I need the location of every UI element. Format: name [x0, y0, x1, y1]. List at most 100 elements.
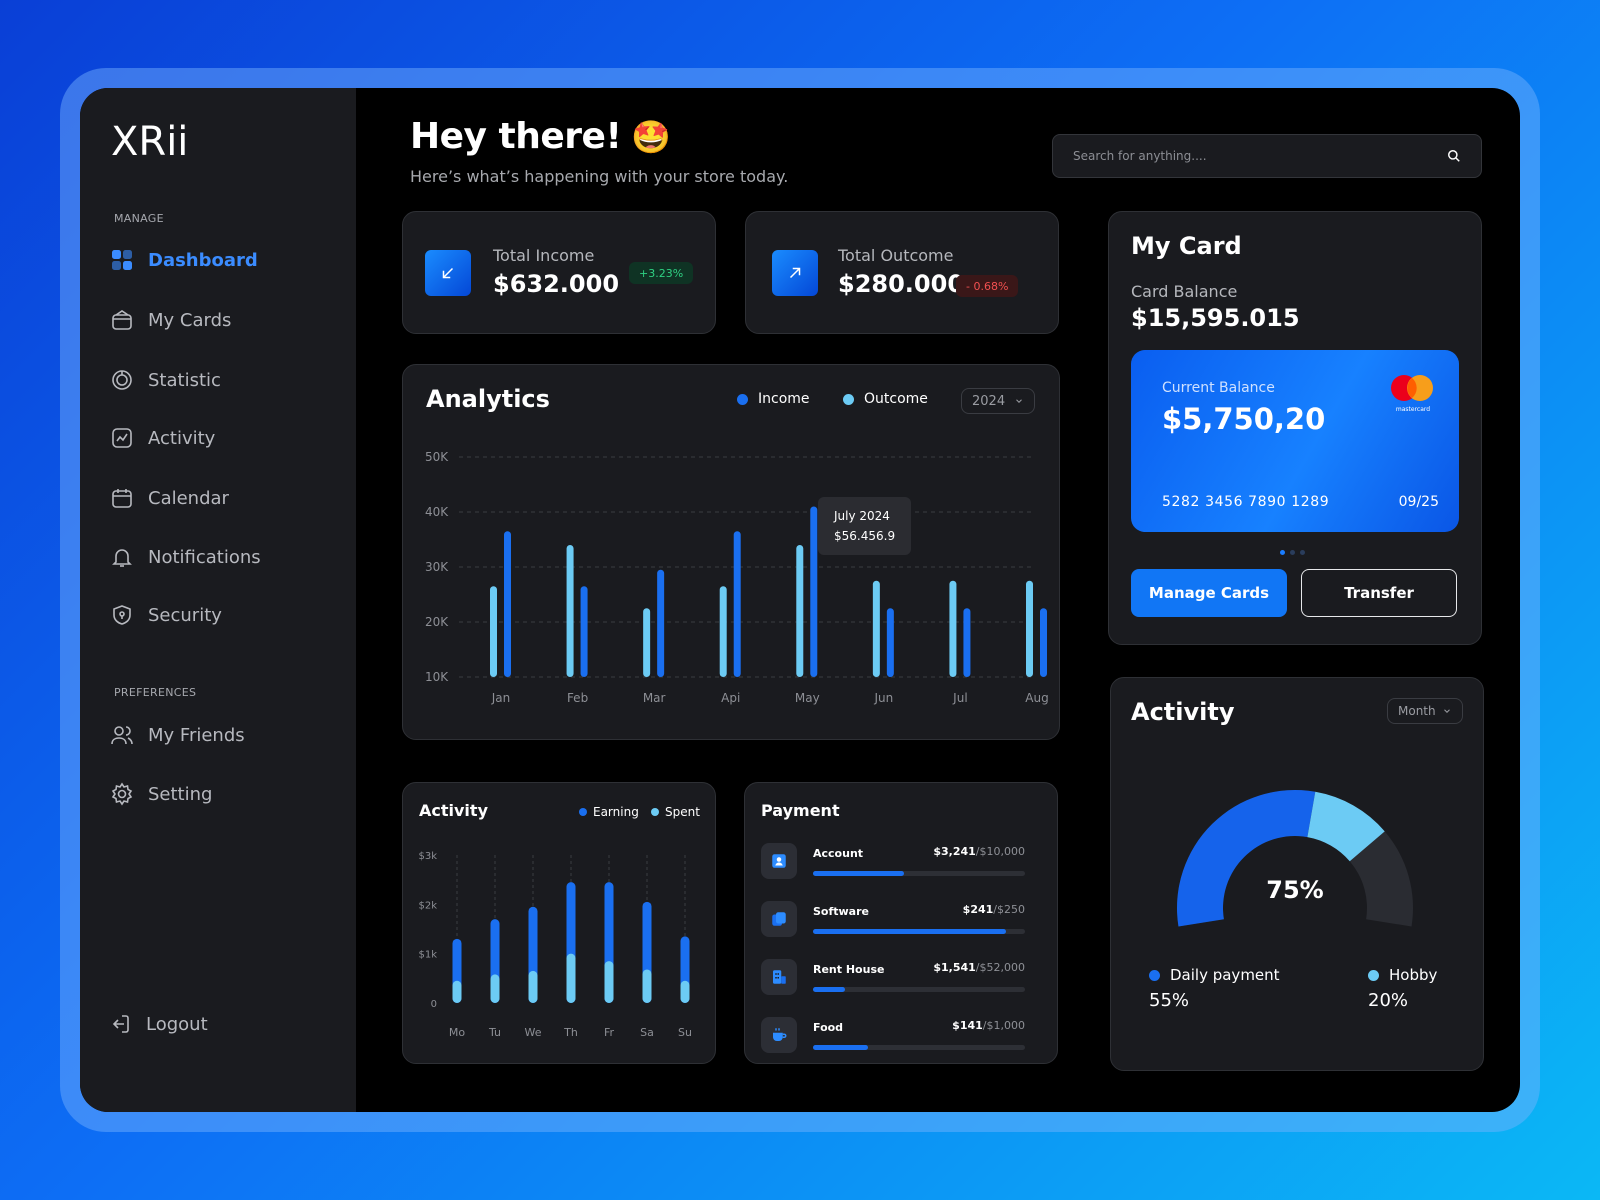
hobby-value: 20% — [1368, 990, 1409, 1011]
tooltip-month: July 2024 — [834, 509, 890, 523]
search-input[interactable]: Search for anything.... — [1052, 134, 1482, 178]
carousel-dot[interactable] — [1300, 550, 1305, 555]
bar-income — [580, 586, 588, 677]
carousel-dot-active[interactable] — [1280, 550, 1285, 555]
bar-outcome — [872, 580, 880, 677]
outcome-dot-icon — [843, 393, 854, 405]
greeting: Hey there! 🤩 Here’s what’s happening wit… — [410, 116, 788, 186]
star-struck-emoji-icon: 🤩 — [631, 117, 671, 156]
credit-card[interactable]: Current Balance $5,750,20 mastercard 528… — [1131, 350, 1459, 532]
manage-cards-button[interactable]: Manage Cards — [1131, 569, 1287, 617]
sidebar-item-my-cards[interactable]: My Cards — [110, 302, 231, 338]
sidebar-item-calendar[interactable]: Calendar — [110, 480, 229, 516]
payment-row-account[interactable]: Account $3,241/$10,000 — [761, 843, 1025, 883]
payment-amount-value: $3,241 — [933, 845, 976, 858]
sidebar-item-label: My Friends — [148, 724, 245, 746]
hobby-label: Hobby — [1389, 966, 1438, 984]
gauge-center-label: 75% — [1266, 876, 1323, 904]
payment-title: Payment — [761, 801, 840, 820]
x-tick-label: Th — [563, 1026, 578, 1039]
sidebar-item-statistic[interactable]: Statistic — [110, 362, 221, 398]
grid-icon — [112, 250, 132, 270]
logout-icon — [112, 1015, 129, 1033]
payment-row-food[interactable]: Food $141/$1,000 — [761, 1017, 1025, 1057]
payment-progress-fill — [813, 871, 905, 876]
page-title: Hey there! 🤩 — [410, 116, 788, 157]
legend-outcome: Outcome — [843, 391, 928, 407]
year-select[interactable]: 2024 — [961, 388, 1035, 414]
legend-hobby: Hobby — [1368, 966, 1437, 984]
logout-button[interactable]: Logout — [108, 1006, 208, 1042]
carousel-dot[interactable] — [1290, 550, 1295, 555]
building-icon — [761, 959, 797, 995]
bar-spent — [528, 970, 538, 1003]
preferences-section-label: PREFERENCES — [114, 686, 197, 699]
income-value: $632.000 — [493, 270, 620, 298]
x-tick-label: Aug — [1025, 691, 1048, 705]
period-select-value: Month — [1398, 704, 1436, 718]
earning-dot-icon — [579, 808, 587, 816]
sidebar-item-label: Activity — [148, 427, 216, 449]
payment-row-rent-house[interactable]: Rent House $1,541/$52,000 — [761, 959, 1025, 999]
x-tick-label: We — [525, 1026, 542, 1039]
my-card-panel: My Card Card Balance $15,595.015 Current… — [1108, 211, 1482, 645]
account-icon — [761, 843, 797, 879]
sidebar: XRii MANAGE Dashboard My Cards Statistic — [80, 88, 356, 1112]
sidebar-item-label: Setting — [148, 783, 213, 805]
legend-earning-label: Earning — [593, 805, 639, 819]
period-select[interactable]: Month — [1387, 698, 1463, 724]
chart-ring-icon — [112, 370, 132, 390]
activity-gauge-chart: 75% — [1177, 789, 1413, 927]
x-tick-label: Api — [721, 691, 740, 705]
income-label: Total Income — [493, 246, 595, 265]
payment-amount-value: $241 — [962, 903, 994, 916]
legend-spent-label: Spent — [665, 805, 700, 819]
chart-tooltip: July 2024 $56.456.9 — [818, 497, 912, 555]
page-subtitle: Here’s what’s happening with your store … — [410, 167, 789, 186]
payment-progress-track — [813, 987, 1025, 992]
payment-amount: $1,541/$52,000 — [933, 961, 1025, 974]
analytics-chart: 50K 40K 30K 20K 10K Jan Feb Mar Api May Jun Jul Aug — [425, 450, 1049, 705]
payment-amount-value: $141 — [952, 1019, 983, 1032]
y-tick-label: $2k — [418, 900, 437, 911]
sidebar-item-security[interactable]: Security — [110, 597, 222, 633]
outcome-label: Total Outcome — [838, 246, 954, 265]
payment-row-software[interactable]: Software $241/$250 — [761, 901, 1025, 941]
logout-label: Logout — [146, 1013, 208, 1035]
payment-amount-total: /$1,000 — [982, 1019, 1025, 1032]
y-tick-label: 40K — [425, 505, 449, 519]
sidebar-item-my-friends[interactable]: My Friends — [110, 717, 245, 753]
sidebar-item-activity[interactable]: Activity — [110, 420, 215, 456]
activity-gauge-card: Activity Month 75% Daily payment 55% Hob… — [1110, 677, 1484, 1071]
bar-income — [886, 608, 894, 677]
x-tick-label: Mo — [449, 1026, 465, 1039]
income-dot-icon — [737, 393, 748, 405]
transfer-button[interactable]: Transfer — [1301, 569, 1457, 617]
brand-logo-text: XRii — [111, 119, 188, 165]
legend-spent: Spent — [651, 805, 700, 819]
bar-outcome — [490, 586, 497, 677]
gauge-slice-hobby — [1307, 791, 1385, 862]
tooltip-value: $56.456.9 — [834, 529, 896, 543]
bar-outcome — [1026, 580, 1033, 677]
sidebar-item-label: Statistic — [148, 369, 221, 391]
mastercard-label: mastercard — [1395, 406, 1431, 413]
sidebar-item-label: My Cards — [148, 309, 232, 331]
card-carousel-dots[interactable] — [1280, 550, 1305, 555]
x-tick-label: Jul — [952, 691, 967, 705]
payment-name: Food — [813, 1021, 844, 1034]
y-tick-label: 10K — [425, 670, 449, 684]
current-balance-value: $5,750,20 — [1162, 402, 1326, 436]
card-expiry: 09/25 — [1398, 494, 1439, 510]
x-tick-label: May — [795, 691, 820, 705]
chevron-down-icon — [1444, 709, 1450, 713]
payment-amount-total: /$10,000 — [975, 845, 1025, 858]
payment-amount-value: $1,541 — [933, 961, 976, 974]
sidebar-item-notifications[interactable]: Notifications — [110, 539, 261, 575]
sidebar-item-setting[interactable]: Setting — [110, 776, 212, 812]
search-icon[interactable] — [1447, 149, 1461, 163]
sidebar-item-dashboard[interactable]: Dashboard — [110, 242, 258, 278]
bar-spent — [490, 974, 500, 1003]
daily-payment-dot-icon — [1149, 969, 1160, 981]
outcome-value: $280.000 — [838, 270, 965, 298]
